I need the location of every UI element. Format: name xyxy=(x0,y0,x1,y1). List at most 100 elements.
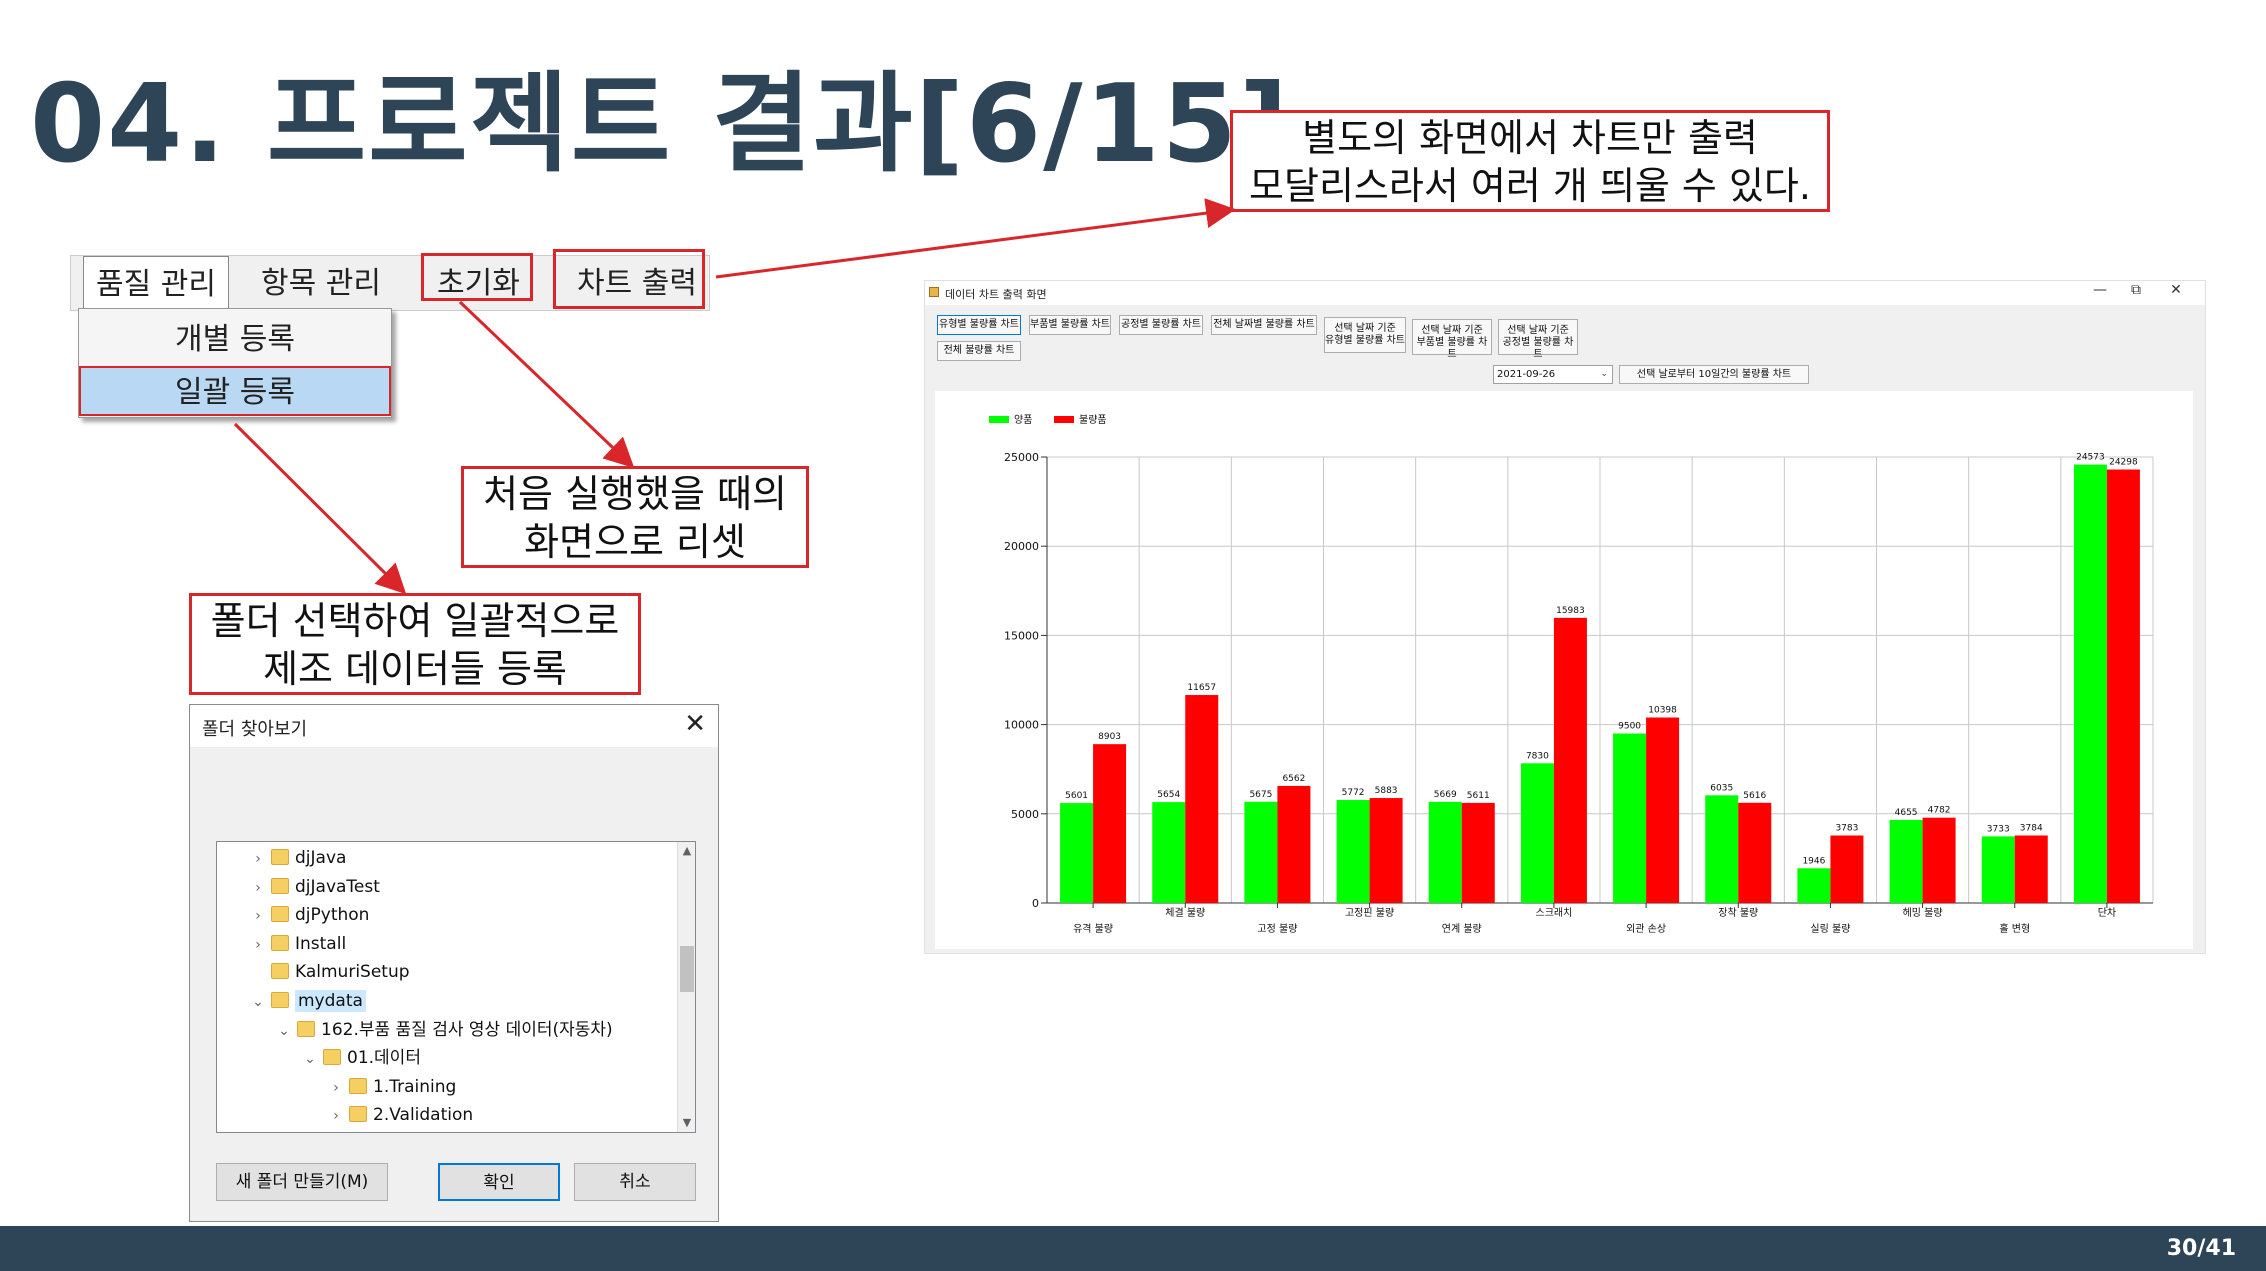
menu-reset[interactable]: 초기화 xyxy=(437,266,520,301)
all-dates-defect-chart-button[interactable]: 전체 날짜별 불량률 차트 xyxy=(1211,315,1317,335)
date-picker[interactable]: 2021-09-26 ⌄ xyxy=(1493,365,1613,384)
dialog-titlebar: 폴더 찾아보기 ✕ xyxy=(190,705,718,747)
bar xyxy=(1797,868,1831,903)
highlight-chart-output xyxy=(553,249,705,309)
x-tick-label: 단차 xyxy=(2098,907,2116,919)
y-tick-label: 5000 xyxy=(1011,808,1039,821)
tree-item[interactable]: › 2.Validation xyxy=(327,1101,473,1129)
tree-item[interactable]: ⌄ 01.데이터 xyxy=(301,1044,421,1072)
tree-item-label: 162.부품 품질 검사 영상 데이터(자동차) xyxy=(321,1019,613,1040)
tree-item[interactable]: › djJavaTest xyxy=(249,873,380,901)
scroll-thumb[interactable] xyxy=(680,946,694,992)
bar xyxy=(1646,717,1680,903)
scroll-down-icon[interactable]: ▼ xyxy=(682,1116,692,1129)
close-icon[interactable]: ✕ xyxy=(2170,282,2182,298)
menu-individual-register[interactable]: 개별 등록 xyxy=(175,322,295,357)
data-label: 7830 xyxy=(1526,751,1549,761)
bar xyxy=(1244,801,1278,903)
callout-folder: 폴더 선택하여 일괄적으로 제조 데이터들 등록 xyxy=(189,593,641,695)
chevron-right-icon[interactable]: › xyxy=(333,1079,339,1096)
legend-swatch xyxy=(1054,416,1074,423)
tree-item[interactable]: KalmuriSetup xyxy=(249,958,410,986)
date-process-defect-chart-button[interactable]: 선택 날짜 기준 공정별 불량률 차트 xyxy=(1498,319,1578,360)
menu-quality[interactable]: 품질 관리 xyxy=(83,256,229,312)
tree-item-label: djPython xyxy=(295,905,370,926)
button-line: 부품별 불량률 차트 xyxy=(1416,337,1488,360)
chevron-down-icon[interactable]: ⌄ xyxy=(252,994,264,1010)
folder-icon xyxy=(349,1077,367,1094)
chevron-right-icon[interactable]: › xyxy=(255,936,261,953)
x-tick-label: 스크래치 xyxy=(1536,907,1573,919)
date-part-defect-chart-button[interactable]: 선택 날짜 기준 부품별 불량률 차트 xyxy=(1412,319,1492,360)
new-folder-button[interactable]: 새 폴더 만들기(M) xyxy=(216,1163,388,1201)
bar xyxy=(1093,744,1127,903)
scroll-up-icon[interactable]: ▲ xyxy=(682,844,692,857)
bar xyxy=(1336,800,1370,903)
bar xyxy=(1369,798,1403,903)
menu-batch-register[interactable]: 일괄 등록 xyxy=(79,366,391,416)
legend-label: 불량품 xyxy=(1079,414,1107,426)
folder-icon xyxy=(323,1049,341,1066)
data-label: 3733 xyxy=(1987,824,2010,834)
data-label: 5616 xyxy=(1743,791,1766,801)
date-value: 2021-09-26 xyxy=(1497,369,1556,380)
type-defect-chart-button[interactable]: 유형별 불량률 차트 xyxy=(937,315,1021,335)
bar xyxy=(1922,817,1956,903)
close-icon[interactable]: ✕ xyxy=(684,709,706,739)
menu-bar: 품질 관리 항목 관리 초기화 차트 출력 xyxy=(70,255,710,312)
folder-icon xyxy=(271,934,289,951)
data-label: 5654 xyxy=(1157,790,1180,800)
x-tick-label: 고정핀 불량 xyxy=(1345,907,1394,919)
restore-icon[interactable]: ⧉ xyxy=(2131,282,2141,298)
ten-days-defect-chart-button[interactable]: 선택 날로부터 10일간의 불량률 차트 xyxy=(1619,365,1809,384)
bar xyxy=(1981,836,2015,903)
tree-item[interactable]: › 1.Training xyxy=(327,1073,456,1101)
part-defect-chart-button[interactable]: 부품별 불량률 차트 xyxy=(1029,315,1111,335)
tree-item[interactable]: › djPython xyxy=(249,901,369,929)
y-tick-label: 20000 xyxy=(1004,540,1039,553)
data-label: 5675 xyxy=(1249,790,1272,800)
callout-line: 제조 데이터들 등록 xyxy=(263,646,567,691)
tree-item[interactable]: › djJava xyxy=(249,844,346,872)
arrow-reset xyxy=(458,300,635,469)
bar xyxy=(1738,802,1772,903)
chevron-right-icon[interactable]: › xyxy=(255,851,261,867)
ok-button[interactable]: 확인 xyxy=(438,1163,560,1201)
app-icon xyxy=(929,287,939,297)
data-label: 6035 xyxy=(1710,783,1733,793)
cancel-button[interactable]: 취소 xyxy=(574,1163,696,1201)
chevron-down-icon[interactable]: ⌄ xyxy=(304,1051,316,1068)
tree-item[interactable]: ⌄ mydata xyxy=(249,987,366,1015)
menu-chart-output[interactable]: 차트 출력 xyxy=(577,266,697,301)
callout-line: 별도의 화면에서 차트만 출력 xyxy=(1302,116,1758,160)
minimize-icon[interactable]: — xyxy=(2093,282,2107,298)
all-defect-chart-button[interactable]: 전체 불량률 차트 xyxy=(937,341,1021,361)
menu-items-manage[interactable]: 항목 관리 xyxy=(261,266,381,301)
date-type-defect-chart-button[interactable]: 선택 날짜 기준 유형별 불량률 차트 xyxy=(1324,317,1406,353)
data-label: 5601 xyxy=(1065,791,1088,801)
chevron-right-icon[interactable]: › xyxy=(255,908,261,925)
tree-item[interactable]: ⌄ 162.부품 품질 검사 영상 데이터(자동차) xyxy=(275,1016,613,1044)
tree-scrollbar[interactable]: ▲ ▼ xyxy=(677,842,695,1132)
chevron-right-icon[interactable]: › xyxy=(255,879,261,896)
bar xyxy=(1185,695,1219,903)
button-line: 유형별 불량률 차트 xyxy=(1325,335,1405,346)
x-tick-label: 유격 불량 xyxy=(1073,922,1113,935)
bar xyxy=(1461,802,1495,903)
tree-item[interactable]: › Install xyxy=(249,930,346,958)
bar xyxy=(1277,785,1311,903)
callout-line: 처음 실행했을 때의 xyxy=(483,472,787,516)
folder-icon xyxy=(271,963,289,980)
data-label: 24298 xyxy=(2109,458,2138,468)
bar xyxy=(1060,803,1094,903)
chevron-right-icon[interactable]: › xyxy=(333,1108,339,1125)
folder-tree[interactable]: › 2.Validation › 1.Training ⌄ 01.데이터 ⌄ 162.부품 품… xyxy=(216,841,696,1133)
chart-window-titlebar: 데이터 차트 출력 화면 — ⧉ ✕ xyxy=(925,281,2205,305)
dialog-title: 폴더 찾아보기 xyxy=(202,719,308,740)
folder-icon xyxy=(271,877,289,894)
process-defect-chart-button[interactable]: 공정별 불량률 차트 xyxy=(1119,315,1203,335)
chevron-down-icon[interactable]: ⌄ xyxy=(278,1022,290,1039)
folder-icon xyxy=(271,906,289,923)
legend-swatch xyxy=(989,416,1009,423)
